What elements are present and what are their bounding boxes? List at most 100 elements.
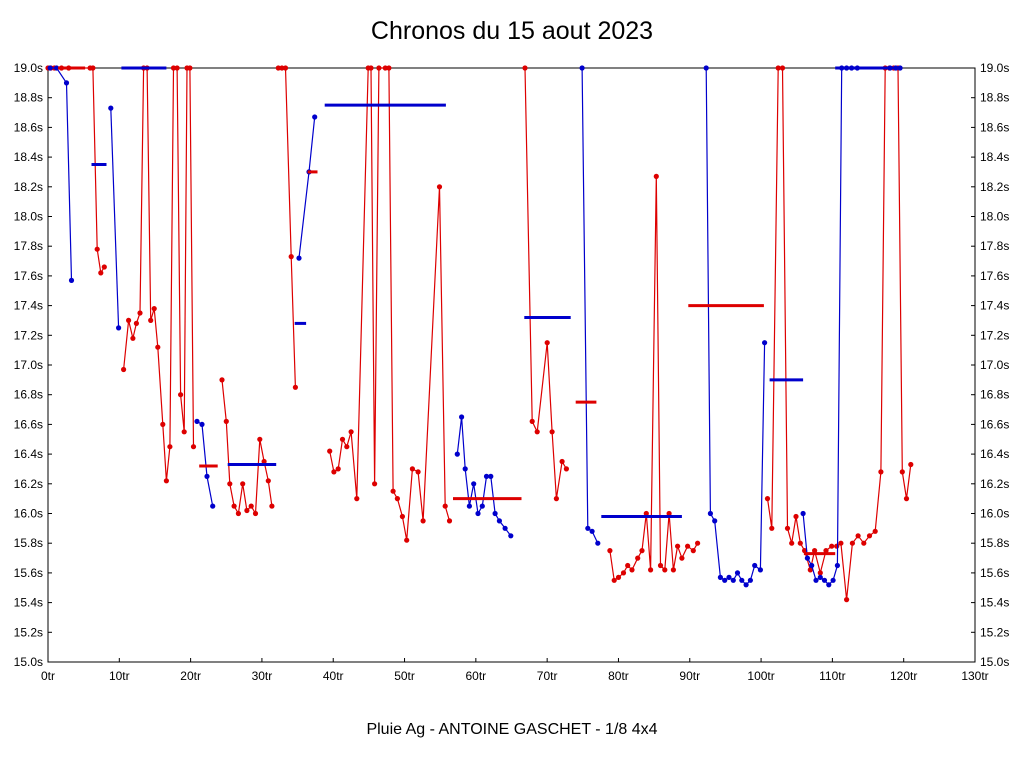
- red-driver-point: [784, 525, 791, 531]
- red-driver-line: [609, 176, 699, 582]
- blue-driver-point: [199, 421, 205, 427]
- y-tick-label-right: 17.0s: [980, 358, 1009, 372]
- blue-driver-point: [466, 503, 472, 509]
- red-driver-point: [690, 548, 696, 554]
- blue-driver-line: [298, 116, 316, 259]
- blue-driver-point: [703, 65, 709, 71]
- x-tick-label: 80tr: [608, 669, 629, 683]
- blue-driver-point: [830, 577, 836, 583]
- blue-driver-point: [47, 65, 53, 71]
- x-tick-label: 120tr: [890, 669, 917, 683]
- red-driver-point: [240, 481, 246, 487]
- blue-driver-line: [802, 67, 858, 586]
- blue-driver-point: [813, 577, 819, 583]
- red-driver-point: [685, 543, 691, 549]
- red-driver-point: [635, 555, 641, 561]
- blue-driver-point: [712, 518, 718, 524]
- red-driver-point: [265, 478, 271, 484]
- y-tick-label-right: 15.6s: [980, 566, 1009, 580]
- red-driver-point: [666, 510, 672, 517]
- blue-driver-point: [194, 418, 200, 424]
- axes: 15.0s 15.0s 15.2s 15.2s 15.4s 15.4s 15.6s 15.6s…: [14, 61, 1010, 683]
- blue-driver-point: [734, 570, 741, 576]
- blue-driver-point: [68, 277, 75, 283]
- y-tick-label-right: 15.0s: [980, 655, 1009, 669]
- x-tick-label: 110tr: [819, 669, 845, 683]
- blue-driver-point: [722, 577, 728, 583]
- y-tick-label-left: 16.8s: [14, 388, 43, 402]
- red-driver-point: [279, 65, 285, 71]
- red-driver-point: [866, 533, 873, 539]
- red-driver-point: [399, 513, 405, 520]
- y-tick-label-left: 17.2s: [14, 328, 43, 342]
- red-driver-point: [559, 458, 565, 465]
- blue-driver-point: [312, 114, 318, 120]
- blue-driver-line: [196, 420, 214, 507]
- blue-driver-point: [589, 528, 595, 534]
- red-driver-point: [187, 65, 193, 71]
- blue-driver-point: [579, 65, 585, 71]
- blue-driver-point: [210, 503, 216, 509]
- y-tick-label-right: 18.2s: [980, 180, 1009, 194]
- x-tick-label: 40tr: [323, 669, 344, 683]
- blue-driver-point: [471, 481, 477, 487]
- red-driver-point: [282, 65, 289, 71]
- red-driver-point: [611, 577, 617, 583]
- x-tick-label: 0tr: [41, 669, 55, 683]
- blue-driver-line: [581, 67, 599, 544]
- red-driver-point: [90, 65, 96, 71]
- blue-driver-point: [296, 255, 302, 261]
- red-driver-point: [908, 461, 914, 468]
- red-driver-point: [549, 429, 555, 435]
- red-driver-point: [544, 340, 550, 346]
- blue-driver-point: [752, 562, 758, 569]
- y-tick-label-left: 16.4s: [14, 447, 43, 461]
- y-tick-label-left: 17.8s: [14, 239, 43, 253]
- red-driver-point: [793, 513, 799, 520]
- blue-driver-series: [47, 65, 903, 588]
- red-driver-point: [670, 567, 677, 573]
- red-driver-point: [257, 436, 263, 442]
- red-driver-point: [643, 510, 649, 517]
- red-driver-point: [390, 488, 396, 494]
- blue-driver-point: [747, 577, 754, 583]
- red-driver-point: [838, 540, 844, 546]
- blue-driver-point: [454, 451, 460, 457]
- y-tick-label-left: 16.2s: [14, 477, 43, 491]
- red-driver-point: [376, 65, 382, 71]
- red-driver-point: [382, 65, 388, 71]
- blue-driver-point: [488, 473, 494, 479]
- red-driver-point: [248, 503, 254, 509]
- blue-driver-point: [108, 105, 114, 111]
- x-tick-label: 30tr: [252, 669, 273, 683]
- red-driver-point: [653, 173, 659, 179]
- red-driver-point: [878, 469, 884, 475]
- blue-driver-point: [726, 574, 732, 581]
- red-driver-point: [160, 421, 166, 427]
- red-driver-point: [275, 65, 281, 71]
- y-tick-label-right: 18.0s: [980, 210, 1009, 224]
- red-driver-line: [329, 67, 451, 541]
- blue-driver-point: [730, 577, 736, 583]
- blue-driver-point: [496, 518, 502, 524]
- y-tick-label-right: 17.2s: [980, 328, 1009, 342]
- y-tick-label-right: 17.6s: [980, 269, 1009, 283]
- red-driver-point: [903, 496, 910, 502]
- red-driver-point: [130, 335, 136, 341]
- red-driver-point: [151, 306, 157, 312]
- red-driver-point: [415, 469, 421, 475]
- red-driver-line: [123, 67, 195, 481]
- red-driver-point: [629, 567, 635, 573]
- red-driver-point: [394, 496, 400, 502]
- red-driver-point: [137, 310, 143, 316]
- red-driver-point: [292, 384, 298, 390]
- red-driver-point: [335, 466, 341, 472]
- red-driver-point: [348, 429, 354, 435]
- red-driver-point: [442, 503, 448, 509]
- blue-driver-point: [800, 510, 806, 517]
- red-driver-point: [372, 481, 378, 487]
- red-driver-point: [829, 543, 835, 549]
- red-driver-point: [625, 562, 631, 569]
- y-tick-label-left: 15.6s: [14, 566, 43, 580]
- red-driver-point: [261, 458, 267, 465]
